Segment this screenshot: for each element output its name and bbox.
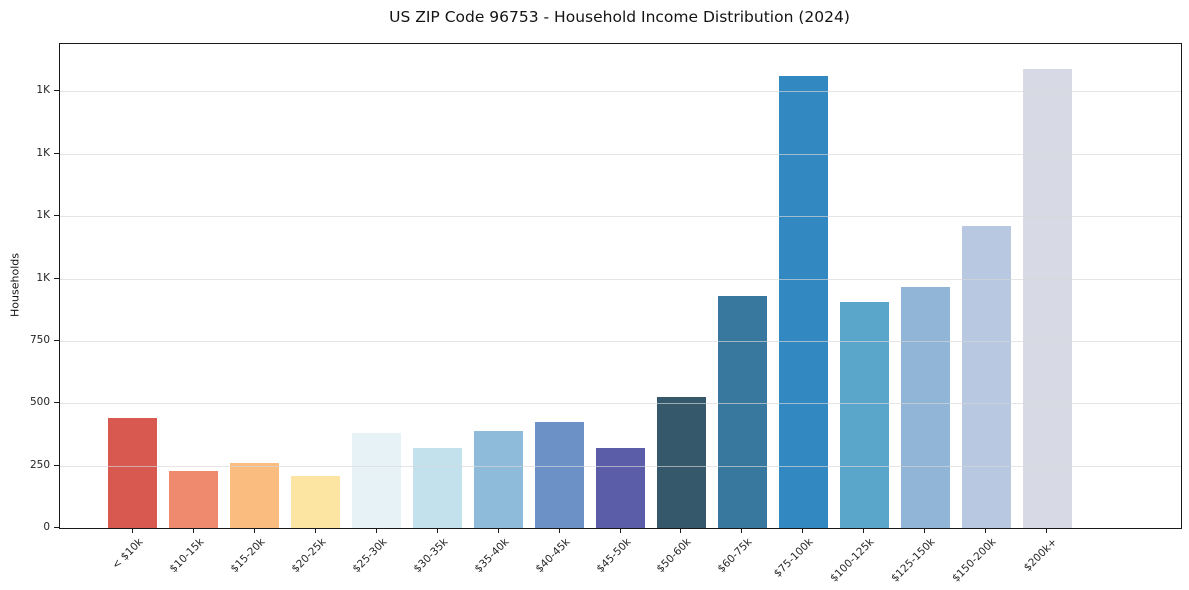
x-tick-mark [253,528,255,533]
bars-layer [60,44,1181,528]
x-tick-mark [741,528,743,533]
x-tick-label: $10-15k [166,536,207,576]
x-tick-mark [863,528,865,533]
chart-title: US ZIP Code 96753 - Household Income Dis… [389,8,850,26]
bar-$125-150k [901,287,950,528]
x-tick-mark [375,528,377,533]
y-tick-label: 1K [36,84,50,97]
x-tick-mark [497,528,499,533]
y-tick-label: 1K [36,146,50,159]
y-tick-mark [54,215,59,217]
x-tick-label: $45-50k [593,536,633,576]
bar-< $10k [108,418,157,528]
y-tick-mark [54,339,59,341]
bar-$50-60k [657,397,706,528]
bar-$25-30k [352,433,401,528]
y-tick-mark [54,90,59,92]
x-tick-label: $40-45k [532,536,572,576]
x-tick-mark [131,528,133,533]
y-tick-label: 1K [36,209,50,222]
bar-$20-25k [291,475,340,528]
bar-$10-15k [169,470,218,528]
bar-$150-200k [962,226,1011,528]
bar-$75-100k [779,76,828,528]
x-tick-label: $20-25k [288,536,329,576]
bar-$35-40k [474,430,523,528]
y-tick-mark [54,277,59,279]
x-tick-label: $125-150k [889,536,938,585]
x-tick-mark [314,528,316,533]
x-tick-mark [192,528,194,533]
x-tick-label: $100-125k [828,536,877,585]
x-tick-label: $75-100k [772,536,816,580]
x-tick-mark [802,528,804,533]
x-tick-label: $15-20k [227,536,268,576]
bar-$100-125k [840,302,889,528]
y-tick-label: 0 [43,521,50,533]
bar-$40-45k [535,421,584,528]
bar-$200k+ [1023,68,1072,528]
x-tick-mark [558,528,560,533]
y-axis-label: Households [8,253,22,317]
y-tick-label: 500 [29,396,50,409]
y-tick-label: 750 [29,333,50,346]
x-tick-label: $30-35k [410,536,451,576]
y-tick-label: 250 [29,458,50,471]
x-tick-label: $25-30k [349,536,390,576]
x-tick-mark [619,528,621,533]
x-tick-mark [680,528,682,533]
x-tick-mark [924,528,926,533]
x-tick-mark [1046,528,1048,533]
x-tick-label: $35-40k [471,536,512,576]
bar-$30-35k [413,448,462,528]
bar-$45-50k [596,448,645,528]
x-tick-label: $60-75k [715,536,755,576]
y-tick-mark [54,402,59,404]
x-tick-label: $150-200k [950,536,999,585]
y-tick-mark [54,152,59,154]
y-tick-label: 1K [36,271,50,284]
x-tick-mark [985,528,987,533]
x-tick-label: $200k+ [1021,536,1060,574]
plot-area [59,43,1182,529]
x-tick-mark [436,528,438,533]
y-tick-mark [54,527,59,528]
x-tick-label: $50-60k [654,536,694,576]
x-tick-label: < $10k [109,536,146,572]
bar-$60-75k [718,295,767,528]
bar-$15-20k [230,463,279,528]
y-tick-mark [54,464,59,466]
